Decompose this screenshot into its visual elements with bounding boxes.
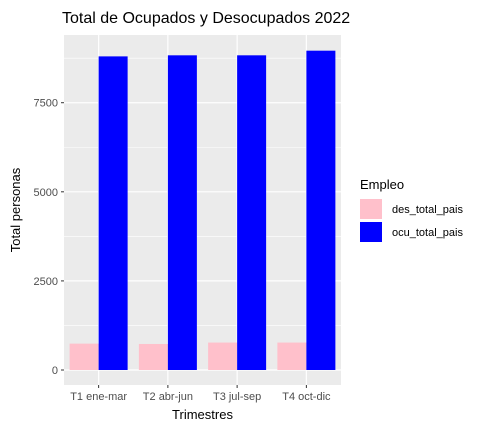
x-tick-label: T4 oct-dic [282, 391, 331, 403]
x-tick-label: T1 ene-mar [70, 391, 127, 403]
bar-ocu_total_pais-3 [237, 55, 267, 370]
bar-ocu_total_pais-2 [167, 55, 197, 370]
bar-des_total_pais-3 [208, 342, 238, 370]
x-axis: T1 ene-mar T2 abr-jun T3 jul-sep T4 oct-dic [70, 385, 331, 403]
x-tick-label: T3 jul-sep [213, 391, 261, 403]
legend-key-des_total_pais [360, 199, 382, 219]
y-tick-label: 5000 [34, 187, 58, 199]
y-tick-label: 0 [52, 365, 58, 377]
y-axis: 0 2500 5000 7500 [34, 98, 64, 377]
legend-title: Empleo [360, 177, 404, 192]
legend: Empleo des_total_pais ocu_total_pais [360, 177, 463, 242]
bar-des_total_pais-1 [69, 343, 99, 370]
legend-label-des_total_pais: des_total_pais [392, 204, 463, 216]
y-axis-title: Total personas [8, 167, 23, 252]
bar-des_total_pais-4 [277, 342, 307, 370]
legend-key-ocu_total_pais [360, 222, 382, 242]
bar-des_total_pais-2 [138, 343, 168, 370]
bars [69, 50, 336, 371]
y-tick-label: 2500 [34, 276, 58, 288]
legend-items: des_total_pais ocu_total_pais [360, 199, 463, 242]
bar-ocu_total_pais-4 [306, 50, 336, 371]
y-tick-label: 7500 [34, 98, 58, 110]
legend-label-ocu_total_pais: ocu_total_pais [392, 227, 463, 239]
bar-ocu_total_pais-1 [98, 56, 128, 370]
chart-title: Total de Ocupados y Desocupados 2022 [62, 10, 350, 27]
x-tick-label: T2 abr-jun [143, 391, 193, 403]
x-axis-title: Trimestres [172, 407, 233, 422]
